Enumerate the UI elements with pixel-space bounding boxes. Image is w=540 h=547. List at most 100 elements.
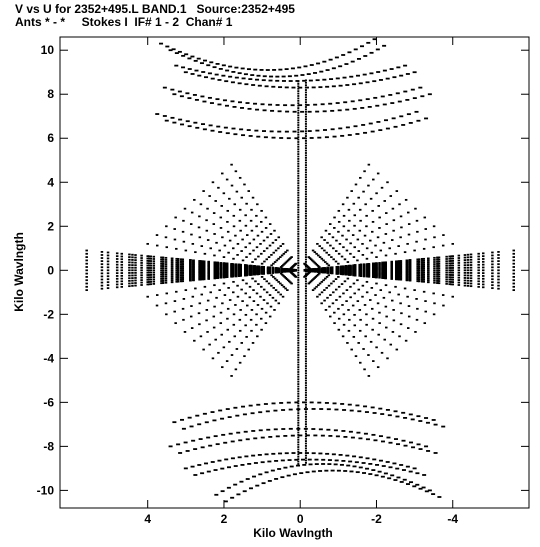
uv-point <box>174 216 177 219</box>
uv-point <box>85 285 88 288</box>
uv-point <box>234 170 238 173</box>
uv-point <box>292 130 297 133</box>
uv-point <box>323 239 326 241</box>
uv-point <box>372 266 375 268</box>
uv-point <box>304 302 307 304</box>
uv-point <box>304 84 307 87</box>
uv-point <box>199 270 203 273</box>
uv-point <box>451 262 454 265</box>
uv-point <box>399 260 403 262</box>
uv-point <box>359 272 363 275</box>
uv-point <box>213 305 216 308</box>
uv-point <box>197 226 201 229</box>
uv-point <box>415 240 418 243</box>
uv-point <box>234 368 238 371</box>
uv-point <box>297 375 300 378</box>
uv-point <box>149 283 152 286</box>
uv-point <box>297 327 300 330</box>
uv-point <box>469 272 473 274</box>
uv-point <box>236 493 241 496</box>
uv-point <box>304 374 307 377</box>
uv-point <box>140 259 143 262</box>
uv-point <box>170 88 175 91</box>
uv-point <box>161 271 165 274</box>
uv-point <box>297 342 300 344</box>
uv-point <box>208 444 213 447</box>
uv-point <box>390 276 393 279</box>
uv-point <box>481 269 485 272</box>
uv-point <box>211 181 215 184</box>
uv-point <box>244 292 247 295</box>
uv-point <box>512 269 515 272</box>
uv-point <box>340 134 345 137</box>
uv-point <box>424 417 429 419</box>
uv-point <box>382 262 386 265</box>
uv-point <box>263 278 266 281</box>
uv-point <box>304 149 307 152</box>
uv-point <box>115 277 119 280</box>
uv-point <box>408 262 412 265</box>
uv-point <box>210 129 215 132</box>
uv-point <box>174 322 177 325</box>
uv-point <box>297 460 300 463</box>
uv-point <box>358 99 363 102</box>
uv-point <box>466 266 470 269</box>
uv-point <box>491 287 494 290</box>
uv-point <box>223 441 228 444</box>
uv-point <box>469 264 473 266</box>
uv-point <box>361 124 366 126</box>
uv-point <box>181 260 185 263</box>
uv-point <box>305 104 310 106</box>
uv-point <box>146 264 149 267</box>
uv-point <box>230 274 233 277</box>
uv-point <box>230 354 234 356</box>
uv-point <box>352 202 356 205</box>
uv-point <box>297 354 300 356</box>
uv-point <box>304 338 307 341</box>
uv-point <box>457 254 461 257</box>
uv-point <box>297 363 300 366</box>
uv-point <box>396 275 400 278</box>
uv-point <box>297 412 300 415</box>
uv-point <box>386 181 389 184</box>
uv-point <box>297 368 300 371</box>
uv-point <box>416 119 421 122</box>
uv-point <box>356 431 361 434</box>
uv-point <box>147 257 151 260</box>
uv-point <box>222 275 226 278</box>
uv-point <box>198 261 201 264</box>
uv-point <box>405 272 409 275</box>
uv-point <box>297 344 300 347</box>
uv-point <box>234 270 238 273</box>
uv-point <box>405 259 409 262</box>
uv-point <box>170 259 174 262</box>
uv-point <box>328 233 331 235</box>
uv-point <box>457 266 461 269</box>
uv-point <box>424 490 429 493</box>
uv-point <box>353 214 357 217</box>
uv-point <box>390 273 393 276</box>
uv-point <box>297 441 300 444</box>
uv-point <box>335 102 340 104</box>
uv-point <box>420 271 424 274</box>
uv-point <box>131 259 134 261</box>
uv-point <box>250 309 254 311</box>
uv-point <box>297 112 300 114</box>
uv-point <box>219 269 223 272</box>
uv-point <box>192 277 195 280</box>
uv-point <box>304 282 307 285</box>
uv-point <box>319 408 324 410</box>
uv-point <box>170 273 174 276</box>
uv-point <box>173 310 176 313</box>
uv-point <box>199 277 203 279</box>
uv-point <box>215 274 218 277</box>
uv-point <box>383 200 386 202</box>
uv-point <box>370 230 374 233</box>
uv-point <box>371 317 375 320</box>
uv-point <box>477 258 480 261</box>
uv-point <box>100 278 104 281</box>
uv-point <box>240 288 243 291</box>
uv-point <box>281 75 286 78</box>
uv-point <box>306 270 310 272</box>
uv-point <box>155 304 159 307</box>
